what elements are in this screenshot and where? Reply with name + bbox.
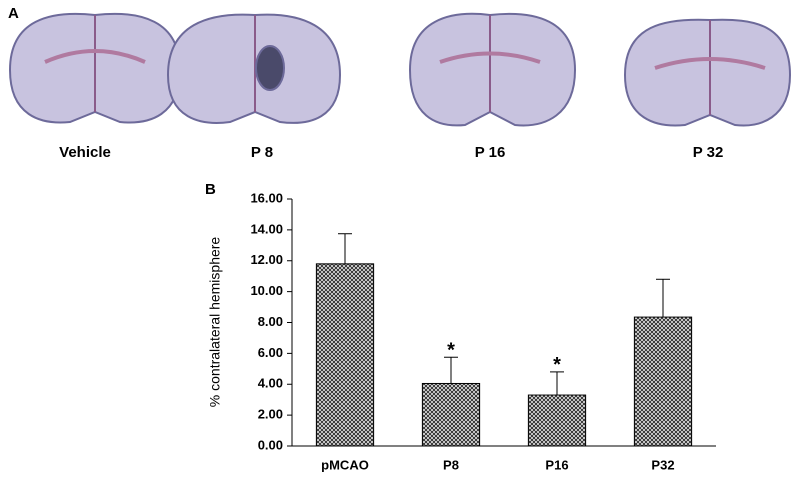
bar xyxy=(527,394,587,447)
y-axis-label: % contralateral hemisphere xyxy=(207,237,223,408)
y-tick-label: 16.00 xyxy=(250,190,283,205)
panel-label: B xyxy=(205,181,216,198)
y-tick-label: 4.00 xyxy=(258,376,283,391)
x-tick-label: P8 xyxy=(443,457,459,472)
y-tick-label: 0.00 xyxy=(258,437,283,452)
x-tick-label: P32 xyxy=(651,457,674,472)
x-tick-label: pMCAO xyxy=(321,457,369,472)
y-tick-label: 2.00 xyxy=(258,407,283,422)
image-label: Vehicle xyxy=(59,144,111,161)
significance-marker: * xyxy=(553,354,561,376)
y-tick-label: 14.00 xyxy=(250,221,283,236)
image-label: P 16 xyxy=(475,144,506,161)
y-tick-label: 10.00 xyxy=(250,283,283,298)
x-tick-label: P16 xyxy=(545,457,568,472)
y-tick-label: 8.00 xyxy=(258,314,283,329)
y-tick-label: 12.00 xyxy=(250,252,283,267)
significance-marker: * xyxy=(447,340,455,362)
image-label: P 32 xyxy=(693,144,724,161)
bar xyxy=(421,382,481,447)
y-tick-label: 6.00 xyxy=(258,345,283,360)
bar xyxy=(315,263,375,447)
panel-label: A xyxy=(8,5,19,22)
brain-sections xyxy=(8,12,792,127)
image-label: P 8 xyxy=(251,144,273,161)
bar xyxy=(633,316,693,447)
